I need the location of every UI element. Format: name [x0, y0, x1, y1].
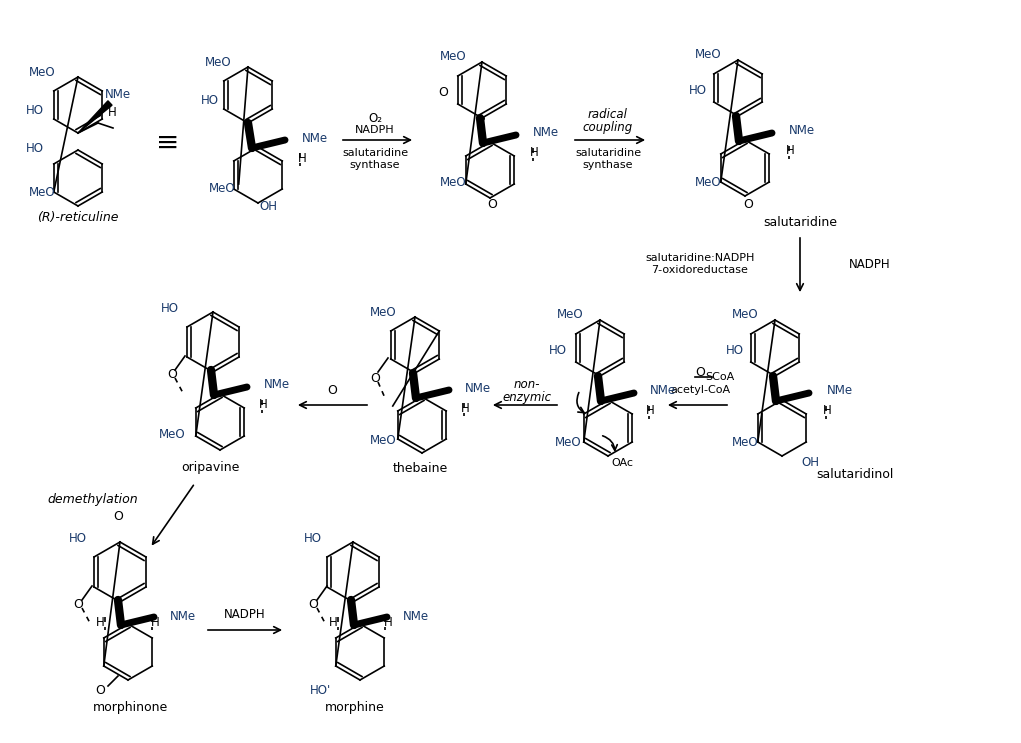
Text: H: H — [645, 404, 654, 418]
Text: H: H — [460, 401, 470, 415]
Text: MeO: MeO — [694, 175, 721, 189]
Text: O: O — [95, 684, 105, 696]
Text: O: O — [327, 383, 337, 397]
Text: MeO: MeO — [556, 308, 583, 322]
Text: MeO: MeO — [732, 308, 759, 322]
Text: MeO: MeO — [158, 429, 186, 441]
Text: H: H — [298, 152, 306, 164]
Text: NMe: NMe — [827, 384, 854, 398]
Text: MeO: MeO — [204, 56, 232, 68]
Text: OH: OH — [801, 456, 819, 470]
Text: coupling: coupling — [583, 120, 633, 134]
Text: ≡: ≡ — [156, 129, 180, 157]
Text: thebaine: thebaine — [392, 461, 447, 475]
Polygon shape — [78, 101, 112, 133]
Text: O: O — [487, 198, 497, 212]
Text: HO: HO — [304, 531, 322, 545]
Text: synthase: synthase — [350, 160, 400, 170]
Text: (R)-reticuline: (R)-reticuline — [37, 212, 118, 224]
Text: HO: HO — [26, 141, 44, 155]
Text: NMe: NMe — [169, 611, 196, 623]
Text: NMe: NMe — [650, 384, 676, 398]
Text: salutaridinol: salutaridinol — [817, 469, 893, 481]
Text: O: O — [743, 198, 752, 212]
Text: MeO: MeO — [208, 181, 235, 195]
Text: morphinone: morphinone — [92, 701, 167, 713]
Text: NADPH: NADPH — [225, 609, 265, 621]
Text: H: H — [96, 615, 104, 629]
Text: O: O — [113, 510, 123, 524]
Text: HO: HO — [201, 94, 218, 106]
Text: O: O — [74, 599, 83, 611]
Text: salutaridine: salutaridine — [763, 215, 837, 229]
Text: salutaridine:NADPH: salutaridine:NADPH — [645, 253, 755, 263]
Text: O: O — [167, 369, 177, 381]
Text: synthase: synthase — [583, 160, 633, 170]
Text: NMe: NMe — [789, 125, 815, 137]
Text: morphine: morphine — [325, 701, 385, 713]
Text: NMe: NMe — [533, 126, 560, 140]
Text: MeO: MeO — [554, 435, 581, 449]
Text: HO: HO — [689, 83, 707, 97]
Text: HO: HO — [161, 302, 179, 314]
Text: HO': HO' — [309, 684, 331, 696]
Text: NMe: NMe — [105, 88, 131, 102]
Text: radical: radical — [588, 108, 628, 122]
Text: O: O — [370, 372, 380, 384]
Text: H: H — [258, 398, 268, 412]
Text: MeO: MeO — [732, 435, 759, 449]
Text: NADPH: NADPH — [355, 125, 395, 135]
Text: acetyl-CoA: acetyl-CoA — [670, 385, 730, 395]
Text: O: O — [695, 366, 704, 378]
Text: MeO: MeO — [694, 48, 721, 62]
Text: H: H — [151, 615, 159, 629]
Text: O₂: O₂ — [368, 111, 382, 125]
Text: salutaridine: salutaridine — [575, 148, 641, 158]
Text: HO: HO — [69, 531, 87, 545]
Text: H: H — [107, 106, 116, 120]
Text: O: O — [438, 86, 448, 100]
Text: H: H — [329, 615, 337, 629]
Text: MeO: MeO — [29, 65, 55, 79]
Text: H: H — [384, 615, 392, 629]
Text: NMe: NMe — [264, 378, 290, 392]
Text: MeO: MeO — [29, 186, 55, 200]
Text: H: H — [530, 146, 538, 160]
Text: HO: HO — [726, 343, 744, 357]
Text: demethylation: demethylation — [48, 493, 138, 507]
Text: NMe: NMe — [403, 611, 429, 623]
Text: HO: HO — [26, 103, 44, 117]
Text: H: H — [823, 404, 831, 418]
Text: MeO: MeO — [440, 177, 467, 189]
Text: MeO: MeO — [370, 305, 396, 319]
Text: enzymic: enzymic — [502, 391, 551, 403]
Text: non-: non- — [514, 378, 540, 392]
Text: MeO: MeO — [440, 51, 467, 63]
Text: NMe: NMe — [465, 381, 491, 395]
Text: oripavine: oripavine — [181, 461, 239, 475]
Text: MeO: MeO — [370, 433, 396, 447]
Text: H: H — [785, 144, 794, 158]
Text: O: O — [308, 599, 318, 611]
Text: NADPH: NADPH — [849, 259, 890, 271]
Text: OAc: OAc — [611, 458, 633, 468]
Text: HO: HO — [549, 343, 567, 357]
Text: OH: OH — [259, 201, 277, 213]
Text: NMe: NMe — [302, 132, 328, 144]
Text: SCoA: SCoA — [706, 372, 735, 382]
Text: 7-oxidoreductase: 7-oxidoreductase — [651, 265, 748, 275]
Text: salutaridine: salutaridine — [342, 148, 408, 158]
